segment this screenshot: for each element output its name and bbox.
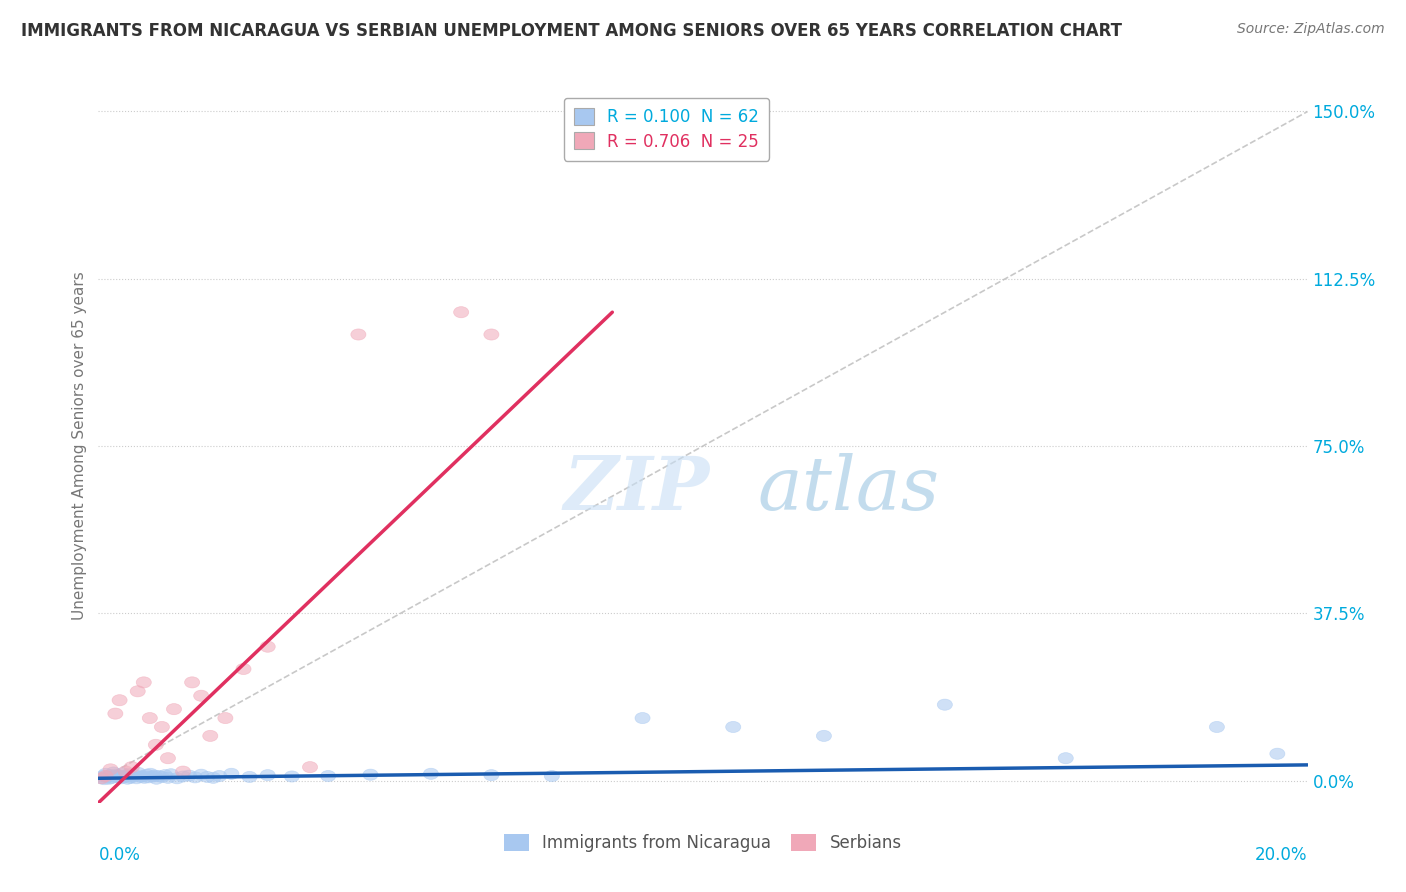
Ellipse shape (148, 739, 163, 750)
Ellipse shape (135, 771, 150, 781)
Ellipse shape (423, 768, 439, 780)
Ellipse shape (136, 677, 152, 688)
Ellipse shape (139, 769, 155, 780)
Ellipse shape (115, 768, 131, 779)
Ellipse shape (96, 771, 111, 781)
Ellipse shape (187, 772, 202, 783)
Ellipse shape (202, 731, 218, 741)
Ellipse shape (145, 771, 160, 782)
Ellipse shape (103, 770, 118, 780)
Ellipse shape (105, 767, 121, 778)
Ellipse shape (120, 773, 135, 784)
Ellipse shape (94, 772, 110, 784)
Ellipse shape (260, 770, 276, 780)
Ellipse shape (104, 772, 120, 783)
Ellipse shape (200, 772, 215, 782)
Ellipse shape (108, 771, 122, 782)
Ellipse shape (166, 704, 181, 714)
Ellipse shape (484, 770, 499, 780)
Text: IMMIGRANTS FROM NICARAGUA VS SERBIAN UNEMPLOYMENT AMONG SENIORS OVER 65 YEARS CO: IMMIGRANTS FROM NICARAGUA VS SERBIAN UNE… (21, 22, 1122, 40)
Y-axis label: Unemployment Among Seniors over 65 years: Unemployment Among Seniors over 65 years (72, 272, 87, 620)
Ellipse shape (242, 772, 257, 782)
Ellipse shape (817, 731, 831, 741)
Text: Source: ZipAtlas.com: Source: ZipAtlas.com (1237, 22, 1385, 37)
Ellipse shape (152, 771, 166, 781)
Ellipse shape (98, 771, 114, 781)
Ellipse shape (454, 307, 468, 318)
Ellipse shape (224, 768, 239, 780)
Ellipse shape (121, 769, 136, 780)
Ellipse shape (103, 764, 118, 775)
Ellipse shape (352, 329, 366, 340)
Legend: Immigrants from Nicaragua, Serbians: Immigrants from Nicaragua, Serbians (498, 827, 908, 859)
Ellipse shape (117, 772, 132, 782)
Ellipse shape (100, 772, 115, 782)
Ellipse shape (194, 690, 208, 701)
Ellipse shape (160, 753, 176, 764)
Ellipse shape (149, 773, 165, 784)
Ellipse shape (636, 713, 650, 723)
Text: ZIP: ZIP (564, 452, 710, 525)
Ellipse shape (122, 772, 138, 783)
Ellipse shape (142, 713, 157, 723)
Text: 20.0%: 20.0% (1256, 846, 1308, 863)
Ellipse shape (163, 769, 179, 780)
Ellipse shape (1270, 748, 1285, 759)
Ellipse shape (544, 771, 560, 781)
Ellipse shape (98, 768, 114, 780)
Ellipse shape (181, 770, 197, 781)
Ellipse shape (131, 767, 146, 779)
Text: atlas: atlas (758, 452, 939, 525)
Ellipse shape (141, 772, 156, 783)
Ellipse shape (101, 773, 117, 784)
Ellipse shape (157, 770, 173, 780)
Ellipse shape (114, 772, 129, 784)
Ellipse shape (938, 699, 952, 710)
Ellipse shape (302, 762, 318, 772)
Ellipse shape (1209, 722, 1225, 732)
Ellipse shape (176, 771, 191, 782)
Ellipse shape (212, 771, 226, 781)
Ellipse shape (184, 677, 200, 688)
Ellipse shape (94, 772, 110, 784)
Ellipse shape (110, 769, 124, 780)
Ellipse shape (236, 664, 252, 674)
Ellipse shape (134, 772, 148, 782)
Ellipse shape (155, 722, 170, 732)
Ellipse shape (1059, 753, 1073, 764)
Ellipse shape (111, 772, 127, 783)
Ellipse shape (118, 766, 134, 777)
Ellipse shape (118, 770, 134, 781)
Ellipse shape (124, 762, 139, 772)
Ellipse shape (112, 771, 128, 781)
Ellipse shape (170, 772, 184, 784)
Text: 0.0%: 0.0% (98, 846, 141, 863)
Ellipse shape (205, 772, 221, 783)
Ellipse shape (127, 770, 142, 780)
Ellipse shape (112, 695, 127, 706)
Ellipse shape (484, 329, 499, 340)
Ellipse shape (148, 770, 162, 781)
Ellipse shape (155, 772, 170, 782)
Ellipse shape (131, 686, 145, 697)
Ellipse shape (194, 769, 208, 780)
Ellipse shape (321, 771, 336, 781)
Ellipse shape (176, 766, 191, 777)
Ellipse shape (284, 771, 299, 782)
Ellipse shape (143, 768, 157, 780)
Ellipse shape (97, 773, 112, 785)
Ellipse shape (125, 771, 139, 782)
Ellipse shape (218, 713, 233, 723)
Ellipse shape (129, 772, 143, 784)
Ellipse shape (363, 769, 378, 780)
Ellipse shape (725, 722, 741, 732)
Ellipse shape (160, 772, 176, 783)
Ellipse shape (136, 772, 152, 783)
Ellipse shape (260, 641, 276, 652)
Ellipse shape (108, 708, 122, 719)
